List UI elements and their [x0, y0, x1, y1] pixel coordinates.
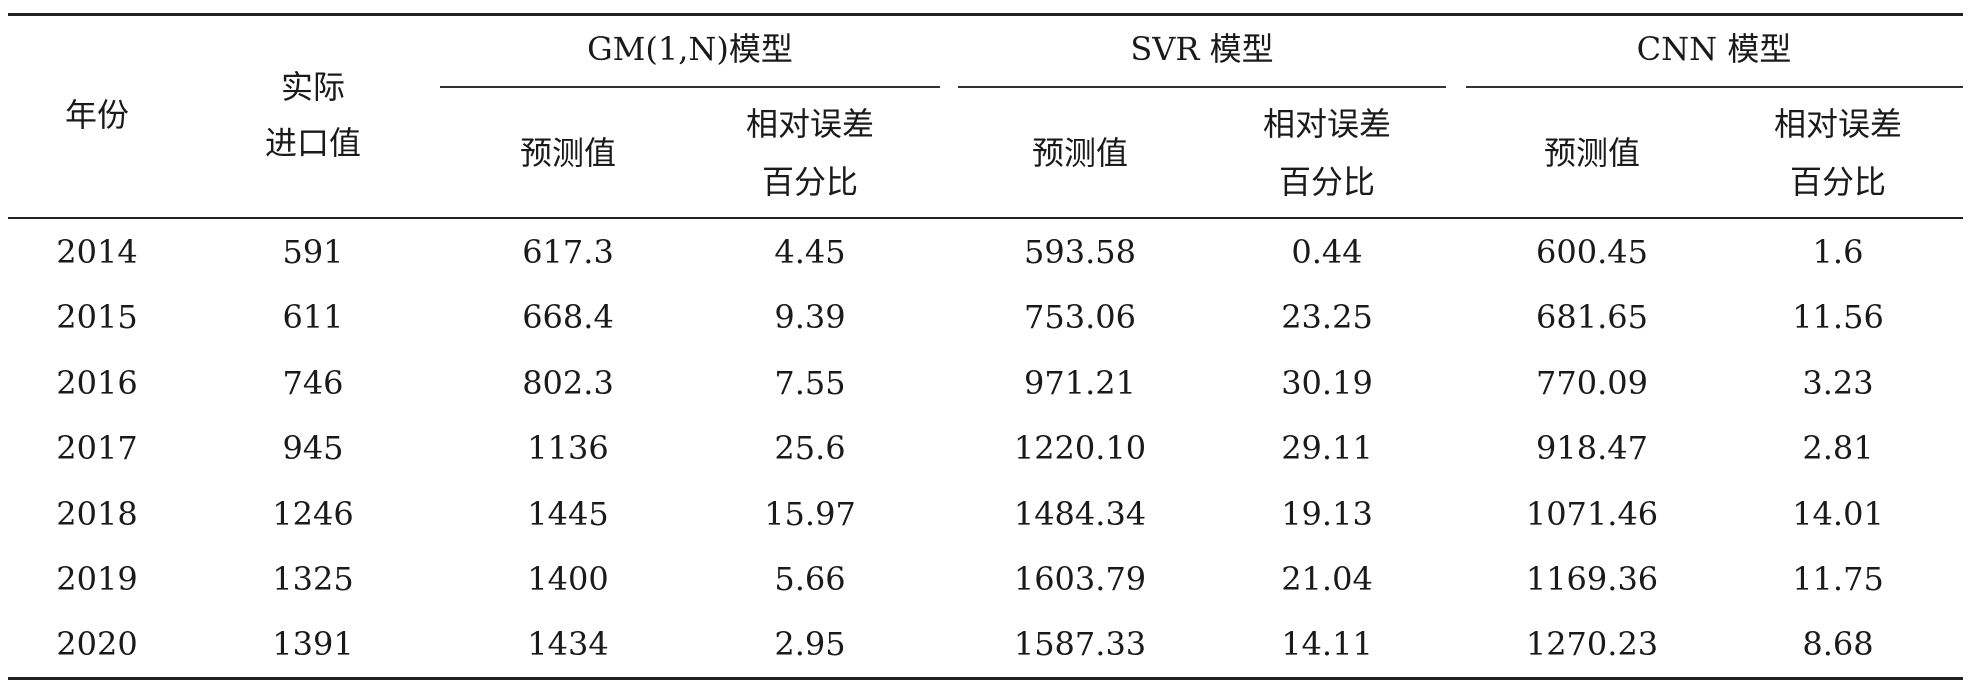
table-top-rule	[8, 13, 1963, 16]
cell-cnn-err: 11.75	[1792, 560, 1884, 598]
table-header-rule	[8, 217, 1963, 219]
cell-svr-pred: 971.21	[1024, 363, 1136, 402]
cell-cnn-err: 11.56	[1792, 298, 1884, 337]
cell-gm-err: 15.97	[764, 494, 856, 533]
header-actual-line1: 实际	[280, 68, 346, 106]
header-group-gm: GM(1,N)模型	[587, 30, 793, 68]
cell-cnn-err: 2.81	[1802, 429, 1874, 468]
table-bottom-rule	[8, 677, 1963, 680]
group-rule-cnn	[1466, 86, 1963, 88]
cell-gm-pred: 1434	[527, 625, 609, 664]
cell-cnn-err: 8.68	[1802, 625, 1874, 664]
cell-gm-pred: 802.3	[522, 363, 614, 402]
cell-svr-pred: 753.06	[1024, 298, 1136, 337]
cell-gm-err: 9.39	[774, 298, 846, 337]
cell-cnn-err: 1.6	[1812, 233, 1864, 271]
cell-gm-pred: 617.3	[522, 233, 614, 271]
header-actual-line2: 进口值	[264, 124, 362, 162]
cell-year: 2019	[56, 560, 138, 598]
header-svr-err-line1: 相对误差	[1262, 105, 1392, 143]
cell-actual: 1246	[272, 494, 354, 533]
header-year: 年份	[64, 96, 130, 134]
cell-actual: 746	[282, 363, 344, 402]
cell-gm-err: 5.66	[774, 560, 846, 598]
cell-gm-pred: 1400	[527, 560, 609, 598]
header-gm-err-line1: 相对误差	[745, 105, 875, 143]
cell-svr-err: 29.11	[1281, 429, 1373, 468]
cell-svr-pred: 1484.34	[1013, 494, 1147, 533]
cell-svr-err: 21.04	[1281, 560, 1373, 598]
header-cnn-err-line1: 相对误差	[1773, 105, 1903, 143]
header-group-cnn: CNN 模型	[1636, 30, 1792, 68]
cell-gm-err: 4.45	[774, 233, 846, 271]
cell-year: 2020	[56, 625, 138, 664]
cell-svr-err: 23.25	[1281, 298, 1373, 337]
header-svr-pred: 预测值	[1031, 134, 1129, 172]
cell-actual: 945	[282, 429, 344, 468]
cell-year: 2016	[56, 363, 138, 402]
cell-actual: 1325	[272, 560, 354, 598]
header-gm-pred: 预测值	[519, 134, 617, 172]
header-gm-err-line2: 百分比	[761, 163, 859, 201]
cell-gm-err: 7.55	[774, 363, 846, 402]
cell-svr-err: 30.19	[1281, 363, 1373, 402]
cell-actual: 591	[282, 233, 344, 271]
cell-svr-err: 14.11	[1281, 625, 1373, 664]
cell-cnn-pred: 600.45	[1536, 233, 1648, 271]
cell-cnn-pred: 770.09	[1536, 363, 1648, 402]
cell-year: 2018	[56, 494, 138, 533]
cell-year: 2015	[56, 298, 138, 337]
header-svr-err-line2: 百分比	[1278, 163, 1376, 201]
cell-svr-err: 19.13	[1281, 494, 1373, 533]
header-cnn-err-line2: 百分比	[1789, 163, 1887, 201]
cell-cnn-pred: 1169.36	[1525, 560, 1659, 598]
cell-cnn-pred: 1270.23	[1525, 625, 1659, 664]
cell-svr-pred: 593.58	[1024, 233, 1136, 271]
cell-cnn-pred: 681.65	[1536, 298, 1648, 337]
cell-svr-err: 0.44	[1291, 233, 1363, 271]
cell-year: 2014	[56, 233, 138, 271]
cell-gm-pred: 1445	[527, 494, 609, 533]
cell-gm-pred: 1136	[527, 429, 609, 468]
cell-actual: 1391	[272, 625, 354, 664]
cell-svr-pred: 1603.79	[1013, 560, 1147, 598]
cell-cnn-pred: 1071.46	[1525, 494, 1659, 533]
cell-cnn-err: 3.23	[1802, 363, 1874, 402]
group-rule-gm	[440, 86, 940, 88]
cell-year: 2017	[56, 429, 138, 468]
cell-cnn-pred: 918.47	[1536, 429, 1648, 468]
cell-svr-pred: 1587.33	[1013, 625, 1147, 664]
cell-gm-pred: 668.4	[522, 298, 614, 337]
header-cnn-pred: 预测值	[1543, 134, 1641, 172]
group-rule-svr	[958, 86, 1446, 88]
cell-gm-err: 2.95	[774, 625, 846, 664]
cell-actual: 611	[282, 298, 344, 337]
header-group-svr: SVR 模型	[1130, 30, 1274, 68]
cell-cnn-err: 14.01	[1792, 494, 1884, 533]
cell-svr-pred: 1220.10	[1013, 429, 1147, 468]
cell-gm-err: 25.6	[774, 429, 846, 468]
